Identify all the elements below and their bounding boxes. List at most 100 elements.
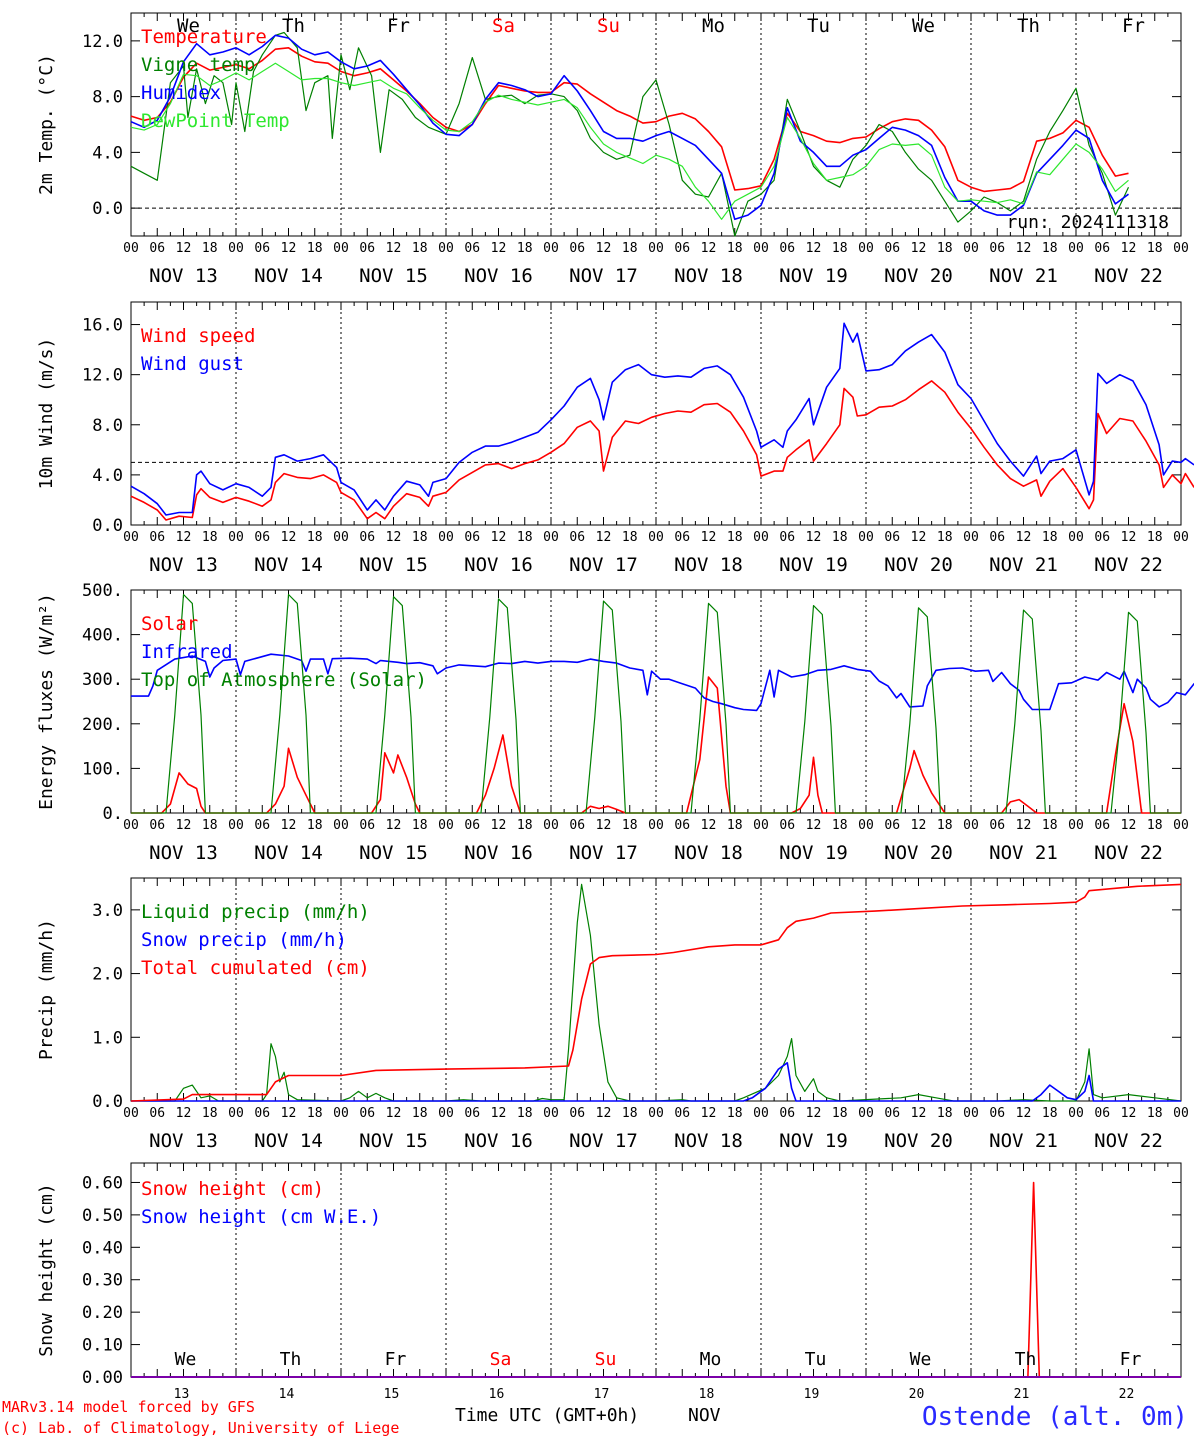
date-label: NOV 16 (464, 842, 533, 864)
date-label: NOV 15 (359, 554, 428, 576)
hour-tick-label: 12 (911, 818, 927, 833)
hour-tick-label: 18 (202, 1106, 218, 1121)
date-label: NOV 19 (779, 554, 848, 576)
y-tick-label: 0. (103, 804, 123, 824)
hour-tick-label: 00 (123, 530, 139, 545)
hour-tick-label: 06 (254, 241, 270, 256)
hour-tick-label: 06 (884, 1106, 900, 1121)
hour-tick-label: 12 (1016, 818, 1032, 833)
date-label: NOV 16 (464, 1130, 533, 1152)
legend-infrared: Infrared (141, 641, 233, 663)
legend-humidex: Humidex (141, 82, 221, 104)
day-number-label: 17 (594, 1387, 610, 1402)
date-label: NOV 14 (254, 842, 323, 864)
hour-tick-label: 18 (412, 818, 428, 833)
date-label: NOV 22 (1094, 554, 1163, 576)
y-tick-label: 200. (82, 715, 123, 735)
hour-tick-label: 00 (543, 241, 559, 256)
hour-tick-label: 00 (858, 1106, 874, 1121)
weekday-label: Fr (1122, 15, 1145, 37)
hour-tick-label: 18 (1147, 241, 1163, 256)
hour-tick-label: 18 (727, 241, 743, 256)
hour-tick-label: 00 (858, 241, 874, 256)
weekday-label: Tu (805, 1349, 827, 1370)
hour-tick-label: 06 (569, 818, 585, 833)
date-label: NOV 21 (989, 554, 1058, 576)
run-annotation: run: 2024111318 (1006, 212, 1169, 233)
series-line-snow-precip-mm-h (131, 1062, 1181, 1102)
hour-tick-label: 18 (1042, 530, 1058, 545)
hour-tick-label: 00 (543, 1106, 559, 1121)
hour-tick-label: 12 (281, 530, 297, 545)
y-tick-label: 1.0 (92, 1028, 123, 1048)
hour-tick-label: 06 (254, 1106, 270, 1121)
weekday-label: Fr (387, 15, 410, 37)
hour-tick-label: 06 (1094, 241, 1110, 256)
hour-tick-label: 12 (1121, 1106, 1137, 1121)
hour-tick-label: 00 (1173, 1106, 1189, 1121)
hour-tick-label: 00 (333, 1106, 349, 1121)
hour-tick-label: 18 (937, 241, 953, 256)
weekday-label: Mo (700, 1349, 722, 1370)
series-line-top-of-atmosphere-solar (131, 593, 1181, 814)
hour-tick-label: 18 (622, 818, 638, 833)
hour-tick-label: 00 (1068, 818, 1084, 833)
hour-tick-label: 06 (779, 241, 795, 256)
legend-dewpoint-temp: DewPoint Temp (141, 110, 290, 132)
day-number-label: 15 (384, 1387, 400, 1402)
hour-tick-label: 00 (963, 1106, 979, 1121)
hour-tick-label: 18 (937, 818, 953, 833)
month-label: NOV (688, 1405, 721, 1426)
y-tick-label: 0.00 (82, 1368, 123, 1388)
series-line-dewpoint-temp (130, 62, 1129, 220)
panel-2: 0.0 4.0 8.0 12.0 16.0 10m Wind (m/s) 00 06 12 18 0… (36, 301, 1194, 576)
y-tick-label: 300. (82, 670, 123, 690)
hour-tick-label: 06 (569, 241, 585, 256)
hour-tick-label: 12 (386, 1106, 402, 1121)
hour-tick-label: 06 (779, 818, 795, 833)
hour-tick-label: 12 (701, 530, 717, 545)
weekday-label: We (177, 15, 200, 37)
legend-wind-gust: Wind gust (141, 353, 244, 375)
day-number-label: 13 (174, 1387, 190, 1402)
date-label: NOV 14 (254, 265, 323, 287)
day-number-label: 16 (489, 1387, 505, 1402)
series-line-temperature (130, 46, 1129, 193)
x-axis-title: Time UTC (GMT+0h) (455, 1405, 640, 1426)
hour-tick-label: 00 (1173, 241, 1189, 256)
hour-tick-label: 12 (596, 530, 612, 545)
y-tick-label: 0.50 (82, 1206, 123, 1226)
y-tick-label: 0.0 (92, 1092, 123, 1112)
hour-tick-label: 12 (1016, 1106, 1032, 1121)
hour-tick-label: 00 (963, 818, 979, 833)
date-label: NOV 18 (674, 265, 743, 287)
weekday-label: Su (597, 15, 620, 37)
y-axis-label: Energy fluxes (W/m²) (36, 593, 57, 810)
hour-tick-label: 06 (674, 241, 690, 256)
hour-tick-label: 18 (517, 530, 533, 545)
y-tick-label: 0.0 (92, 199, 123, 219)
hour-tick-label: 06 (989, 241, 1005, 256)
hour-tick-label: 00 (963, 241, 979, 256)
hour-tick-label: 18 (1042, 241, 1058, 256)
weekday-label: Sa (490, 1349, 512, 1370)
panel-1: 0.0 4.0 8.0 12.0 2m Temp. (°C) 00 06 12 18 00 06 12… (36, 12, 1189, 287)
hour-tick-label: 00 (123, 241, 139, 256)
hour-tick-label: 06 (464, 818, 480, 833)
hour-tick-label: 18 (1147, 1106, 1163, 1121)
weekday-label: Th (282, 15, 305, 37)
hour-tick-label: 00 (753, 818, 769, 833)
hour-tick-label: 12 (491, 1106, 507, 1121)
hour-tick-label: 18 (832, 241, 848, 256)
hour-tick-label: 18 (202, 241, 218, 256)
hour-tick-label: 12 (1121, 818, 1137, 833)
hour-tick-label: 18 (622, 1106, 638, 1121)
hour-tick-label: 06 (254, 530, 270, 545)
hour-tick-label: 12 (176, 241, 192, 256)
weekday-label: We (175, 1349, 197, 1370)
weekday-label: Tu (807, 15, 830, 37)
hour-tick-label: 18 (727, 1106, 743, 1121)
hour-tick-label: 00 (438, 1106, 454, 1121)
series-line-wind-speed (130, 380, 1194, 521)
y-tick-label: 0.40 (82, 1238, 123, 1258)
